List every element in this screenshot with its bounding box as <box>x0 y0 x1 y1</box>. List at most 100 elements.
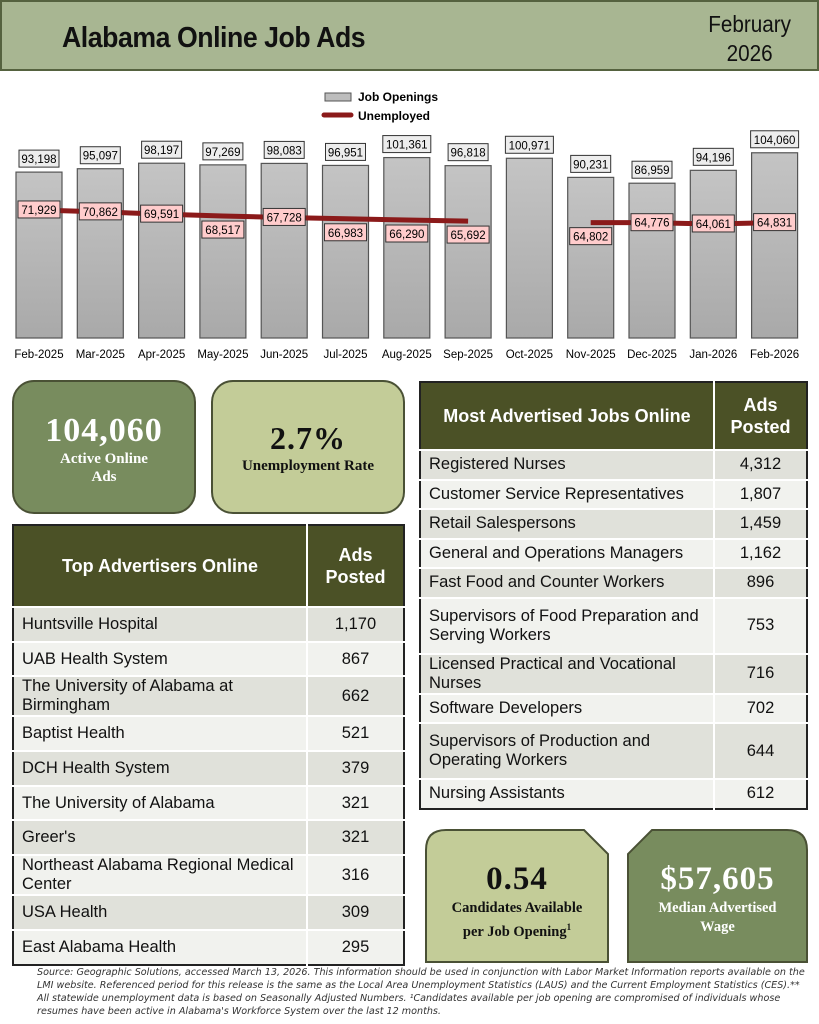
bar-job-openings <box>689 169 737 339</box>
bar-label-box <box>504 135 554 154</box>
bar-job-openings <box>321 164 370 339</box>
table-row: Retail Salespersons 1,459 <box>420 508 807 539</box>
bar-job-openings <box>628 182 676 339</box>
line-label-box <box>385 224 429 243</box>
line-data-label: 71,929 <box>21 205 56 217</box>
table-row: Software Developers 702 <box>420 692 807 723</box>
report-year: 2026 <box>726 40 773 66</box>
row-ads-count: 309 <box>306 894 404 930</box>
row-ads-count: 4,312 <box>713 449 807 480</box>
top-advertisers-header: Top Advertisers Online <box>13 525 307 607</box>
bar-job-openings <box>15 171 63 339</box>
row-name: Huntsville Hospital <box>13 606 307 642</box>
legend-label-job-openings: Job Openings <box>358 90 438 104</box>
bar-label-box <box>692 147 734 166</box>
row-name: Supervisors of Food Preparation and Serv… <box>420 596 714 654</box>
row-ads-count: 379 <box>306 750 404 786</box>
unemployment-rate-label: Unemployment Rate <box>241 458 375 474</box>
line-label-box <box>691 214 735 233</box>
table-row: Fast Food and Counter Workers 896 <box>420 567 807 598</box>
row-ads-count: 521 <box>306 715 404 752</box>
row-ads-count: 896 <box>713 567 807 598</box>
active-ads-label-2: Ads <box>91 469 117 485</box>
row-name: DCH Health System <box>13 750 307 786</box>
table-row: Customer Service Representatives 1,807 <box>420 478 807 509</box>
bar-label-box <box>79 146 121 165</box>
x-tick-label: Dec-2025 <box>627 349 677 361</box>
row-name: Fast Food and Counter Workers <box>420 567 714 598</box>
median-wage-label-2: Wage <box>700 919 735 935</box>
legend-swatch-job-openings <box>324 92 352 102</box>
line-data-label: 67,728 <box>267 212 302 224</box>
median-wage-card-shape <box>627 829 808 963</box>
table-row: Baptist Health 521 <box>13 715 404 752</box>
x-tick-label: Jun-2025 <box>260 349 308 361</box>
line-data-label: 64,831 <box>757 218 792 230</box>
bar-label-box <box>325 142 366 161</box>
line-label-box <box>201 220 245 239</box>
ads-header-line2: Posted <box>730 417 791 437</box>
bar-label-box <box>570 154 612 173</box>
row-name: UAB Health System <box>13 640 307 677</box>
x-tick-label: Aug-2025 <box>382 349 432 361</box>
bar-label-box <box>141 140 183 159</box>
x-tick-label: May-2025 <box>197 349 248 361</box>
bar-data-label: 101,361 <box>386 140 428 152</box>
row-ads-count: 662 <box>306 675 404 717</box>
row-ads-count: 316 <box>306 854 404 896</box>
median-wage-label-1: Median Advertised <box>658 900 777 916</box>
row-name: East Alabama Health <box>13 928 307 965</box>
row-ads-count: 321 <box>306 819 404 856</box>
row-ads-count: 1,162 <box>713 537 807 568</box>
line-label-box <box>446 225 490 244</box>
bar-job-openings <box>383 156 431 339</box>
bar-job-openings <box>444 165 492 339</box>
line-label-box <box>17 200 61 219</box>
top-advertisers-table: Top Advertisers Online Ads Posted Huntsv… <box>12 524 405 966</box>
ads-header-line1: Ads <box>338 545 373 565</box>
candidates-label-1: Candidates Available <box>451 900 583 916</box>
line-label-box <box>324 223 367 242</box>
bar-data-label: 93,198 <box>21 154 56 166</box>
row-name: Baptist Health <box>13 715 307 752</box>
table-row: The University of Alabama at Birmingham 6… <box>13 675 404 717</box>
most-advertised-header: Most Advertised Jobs Online <box>420 382 714 450</box>
row-name: Customer Service Representatives <box>420 478 714 509</box>
row-ads-count: 753 <box>713 596 807 654</box>
x-tick-label: Nov-2025 <box>566 349 616 361</box>
bar-data-label: 98,197 <box>144 145 179 157</box>
row-name: Registered Nurses <box>420 449 714 480</box>
table-row: General and Operations Managers 1,162 <box>420 537 807 568</box>
active-ads-label-1: Active Online <box>60 451 148 467</box>
row-name: Retail Salespersons <box>420 508 714 539</box>
x-tick-label: Jul-2025 <box>323 349 367 361</box>
line-data-label: 69,591 <box>144 209 179 221</box>
table-row: USA Health 309 <box>13 894 404 930</box>
unemployment-rate-card: 2.7% Unemployment Rate <box>211 380 405 514</box>
x-tick-label: Feb-2026 <box>750 349 799 361</box>
line-data-label: 68,517 <box>205 225 240 237</box>
x-tick-label: Oct-2025 <box>506 349 553 361</box>
line-label-box <box>262 207 306 226</box>
median-wage-card: $57,605 Median Advertised Wage <box>626 828 809 964</box>
line-label-box <box>569 227 613 246</box>
median-wage-value: $57,605 <box>660 861 775 897</box>
table-row: DCH Health System 379 <box>13 750 404 786</box>
table-row: Northeast Alabama Regional Medical Cente… <box>13 854 404 896</box>
bar-data-label: 95,097 <box>83 151 118 163</box>
bar-label-box <box>631 160 673 179</box>
page-title: Alabama Online Job Ads <box>62 22 366 54</box>
bar-data-label: 96,818 <box>451 148 486 160</box>
line-data-label: 66,983 <box>328 228 363 240</box>
unemployment-rate-value: 2.7% <box>270 420 346 456</box>
line-data-label: 64,061 <box>696 219 731 231</box>
row-ads-count: 1,170 <box>306 606 404 642</box>
line-data-label: 64,776 <box>634 218 669 230</box>
bar-label-box <box>202 142 244 161</box>
line-label-box <box>140 204 184 223</box>
line-data-label: 65,692 <box>451 230 486 242</box>
bar-data-label: 90,231 <box>573 159 608 171</box>
candidates-card-shape <box>425 829 609 963</box>
row-ads-count: 716 <box>713 652 807 694</box>
x-tick-label: Apr-2025 <box>138 349 185 361</box>
